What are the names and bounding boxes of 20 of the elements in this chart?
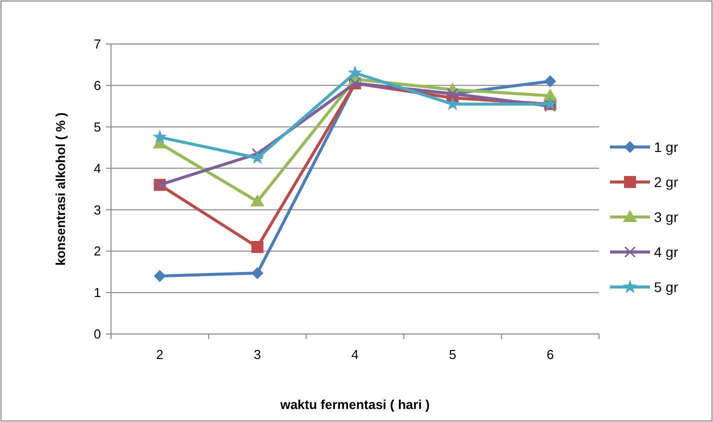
legend-label: 2 gr [654, 174, 678, 190]
x-tick-label: 4 [351, 347, 359, 362]
legend-label: 5 gr [654, 278, 678, 295]
y-tick-label: 1 [94, 285, 101, 300]
y-tick-label: 7 [94, 36, 101, 52]
y-axis-title: konsentrasi alkohol ( % ) [53, 112, 68, 266]
legend-label: 1 gr [654, 138, 678, 155]
legend-label: 3 gr [654, 208, 678, 225]
x-tick-label: 2 [156, 347, 164, 362]
y-tick-label: 2 [94, 244, 101, 259]
x-tick-label: 5 [448, 347, 456, 362]
y-tick-label: 6 [94, 78, 101, 93]
x-axis-title: waktu fermentasi ( hari ) [279, 397, 430, 412]
y-tick-label: 3 [94, 202, 101, 218]
legend-label: 4 gr [654, 244, 678, 260]
x-tick-label: 6 [546, 347, 554, 362]
y-tick-label: 5 [94, 119, 101, 134]
y-tick-label: 4 [94, 160, 101, 176]
x-tick-label: 3 [254, 347, 262, 362]
y-tick-label: 0 [94, 326, 101, 342]
